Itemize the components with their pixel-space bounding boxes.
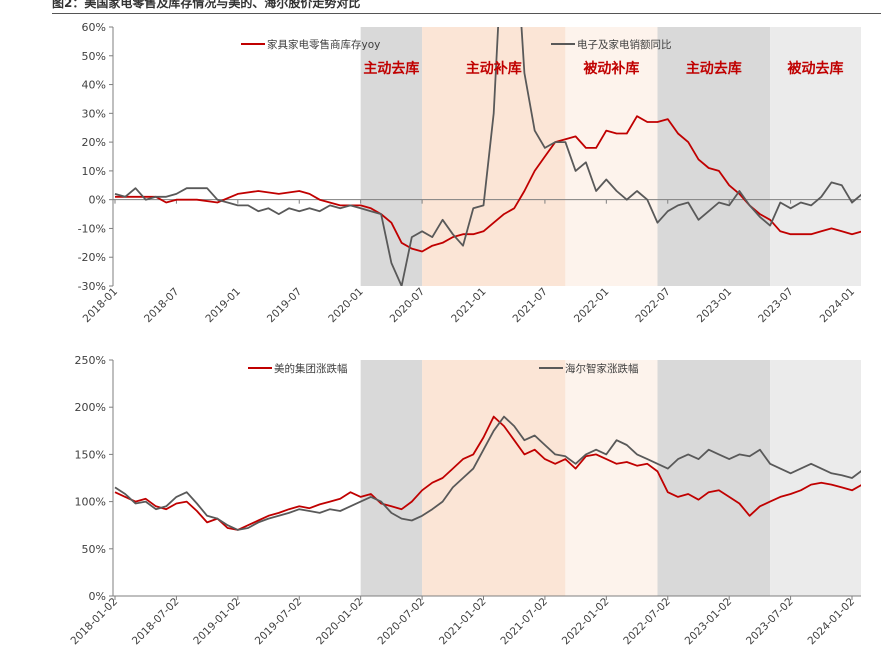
y-tick-label: 50% (82, 50, 106, 63)
x-tick-label: 2021-07 (511, 286, 551, 326)
x-tick-label: 2023-01 (695, 286, 735, 326)
x-tick-label: 2023-01-02 (683, 596, 735, 648)
x-tick-label: 2020-07-02 (376, 596, 428, 648)
phase-band-3 (657, 27, 771, 286)
x-tick-label: 2019-07 (265, 286, 305, 326)
phase-label: 主动去库 (363, 60, 419, 77)
x-tick-label: 2019-07-02 (253, 596, 305, 648)
phase-band-2 (565, 27, 658, 286)
series-line-grey (114, 415, 861, 531)
x-tick-label: 2020-07 (388, 286, 428, 326)
x-tick-label: 2021-01 (449, 286, 489, 326)
y-tick-label: -10% (78, 222, 106, 235)
phase-label: 主动去库 (686, 60, 742, 77)
legend-label: 家具家电零售商库存yoy (267, 38, 380, 51)
x-tick-label: 2018-07 (142, 286, 182, 326)
figure-title: 图2：美国家电零售及库存情况与美的、海尔股价走势对比 (52, 0, 361, 10)
y-tick-label: -30% (78, 280, 106, 293)
y-tick-label: 60% (82, 21, 106, 34)
x-tick-label: 2022-01 (572, 286, 612, 326)
y-tick-label: 250% (75, 354, 106, 367)
x-tick-label: 2023-07-02 (744, 596, 796, 648)
x-tick-label: 2020-01 (326, 286, 366, 326)
x-tick-label: 2023-07 (756, 286, 796, 326)
x-tick-label: 2018-07-02 (130, 596, 182, 648)
series-line-grey (114, 27, 861, 286)
phase-band-4 (770, 27, 861, 286)
y-tick-label: 200% (75, 401, 106, 414)
y-tick-label: 20% (82, 136, 106, 149)
y-tick-label: 40% (82, 79, 106, 92)
title-divider (52, 13, 881, 14)
phase-band-3 (657, 360, 771, 596)
y-tick-label: 0% (89, 590, 106, 603)
phase-band-4 (770, 360, 861, 596)
x-tick-label: 2024-01 (818, 286, 858, 326)
x-tick-label: 2022-01-02 (560, 596, 612, 648)
x-tick-label: 2022-07-02 (621, 596, 673, 648)
x-tick-label: 2019-01 (203, 286, 243, 326)
x-tick-label: 2024-01-02 (805, 596, 857, 648)
phase-band-0 (360, 27, 423, 286)
y-tick-label: 0% (89, 194, 106, 207)
y-tick-label: 100% (75, 496, 106, 509)
phase-label: 被动去库 (788, 60, 844, 77)
x-tick-label: 2022-07 (633, 286, 673, 326)
legend-label: 电子及家电销额同比 (577, 38, 672, 51)
x-tick-label: 2021-01-02 (437, 596, 489, 648)
legend-label: 海尔智家涨跌幅 (565, 362, 639, 375)
series-line-red (115, 115, 861, 253)
legend-label: 美的集团涨跌幅 (274, 362, 348, 375)
y-tick-label: 30% (82, 107, 106, 120)
phase-label: 主动补库 (466, 60, 522, 77)
x-tick-label: 2020-01-02 (314, 596, 366, 648)
y-tick-label: 50% (82, 543, 106, 556)
phase-band-2 (565, 360, 658, 596)
y-tick-label: -20% (78, 251, 106, 264)
y-tick-label: 150% (75, 448, 106, 461)
x-tick-label: 2018-01-02 (68, 596, 120, 648)
phase-band-1 (422, 27, 566, 286)
phase-label: 被动补库 (583, 60, 639, 77)
x-tick-label: 2019-01-02 (191, 596, 243, 648)
x-tick-label: 2021-07-02 (498, 596, 550, 648)
phase-band-0 (360, 360, 423, 596)
phase-band-1 (422, 360, 566, 596)
y-tick-label: 10% (82, 165, 106, 178)
